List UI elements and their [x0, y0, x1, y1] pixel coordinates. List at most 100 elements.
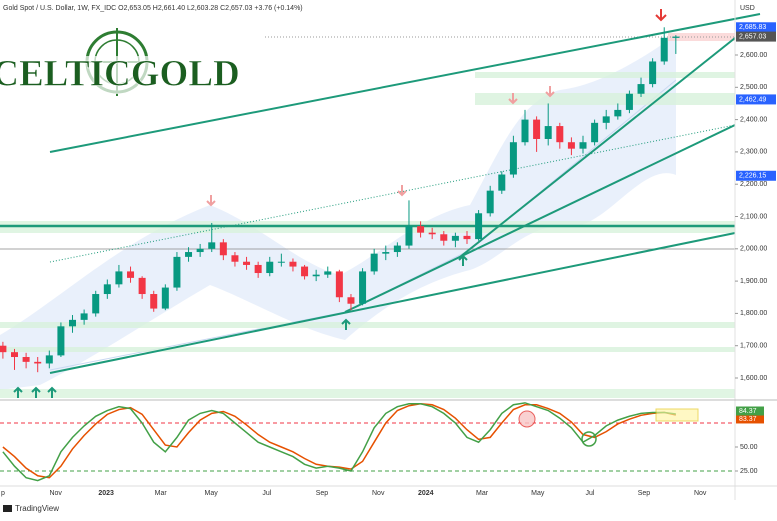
x-tick-label: Nov	[694, 490, 707, 497]
candle-body	[173, 256, 181, 288]
osc-tick-label: 25.00	[740, 468, 758, 475]
candle-body	[254, 264, 262, 274]
candle-body	[45, 355, 53, 364]
y-tick-label: 2,600.00	[740, 52, 767, 59]
candle-body	[521, 119, 529, 143]
header: Gold Spot / U.S. Dollar, 1W, FX_IDC O2,6…	[3, 5, 303, 12]
price-label: 2,462.49	[739, 96, 766, 103]
candle-body	[266, 261, 274, 274]
price-label: 2,226.15	[739, 173, 766, 180]
candle-body	[370, 253, 378, 272]
candle-body	[324, 271, 332, 275]
candle-body	[509, 142, 517, 175]
candle-body	[567, 142, 575, 149]
candle-body	[57, 326, 65, 356]
candle-body	[602, 116, 610, 123]
osc-marker	[518, 410, 536, 428]
footer: TradingView	[3, 504, 59, 513]
candle-body	[335, 271, 343, 298]
x-tick-label: Nov	[372, 490, 385, 497]
candle-body	[591, 122, 599, 143]
candle-body	[463, 235, 471, 240]
price-label: 2,657.03	[739, 33, 766, 40]
candle-body	[475, 213, 483, 240]
candle-body	[34, 361, 42, 364]
candle-body	[115, 271, 123, 285]
candle-body	[161, 287, 169, 309]
x-tick-label: Jul	[585, 490, 594, 497]
osc-line	[2, 402, 676, 482]
y-tick-label: 2,500.00	[740, 84, 767, 91]
arrows	[13, 9, 667, 398]
x-tick-label: Sep	[316, 490, 329, 497]
candle-body	[150, 294, 158, 309]
x-tick-label: 2024	[418, 490, 434, 497]
candle-body	[22, 357, 30, 362]
candle-body	[382, 252, 390, 254]
price-label-box	[736, 170, 776, 181]
candle-body	[625, 93, 633, 110]
candle-body	[637, 84, 645, 94]
candle-body	[544, 126, 552, 139]
candle-body	[80, 313, 88, 320]
candle-body	[486, 190, 494, 214]
x-tick-label: p	[1, 490, 5, 497]
candle-body	[231, 255, 239, 262]
candle-body	[498, 174, 506, 191]
price-label-box	[736, 31, 776, 42]
x-tick-label: Nov	[49, 490, 62, 497]
candle-body	[417, 226, 425, 233]
osc-highlight	[655, 408, 699, 422]
candle-body	[579, 142, 587, 149]
candle-body	[208, 242, 216, 249]
candle-body	[103, 284, 111, 295]
x-tick-label: 2023	[98, 490, 114, 497]
x-tick-label: Mar	[476, 490, 489, 497]
osc-line	[2, 403, 676, 479]
candle-body	[347, 297, 355, 304]
y-tick-label: 1,800.00	[740, 310, 767, 317]
price-label: 2,685.83	[739, 24, 766, 31]
candle-body	[185, 252, 193, 257]
logo: CELTICGOLD	[0, 28, 240, 96]
footer-text: TradingView	[15, 504, 59, 513]
osc-value-label: 83.37	[739, 416, 757, 423]
y-tick-label: 2,000.00	[740, 246, 767, 253]
candle-body	[277, 261, 285, 263]
candle-body	[289, 261, 297, 267]
x-tick-label: Mar	[155, 490, 168, 497]
x-tick-label: May	[205, 490, 219, 497]
candle-body	[243, 261, 251, 265]
candle-body	[451, 235, 459, 241]
y-tick-label: 2,400.00	[740, 116, 767, 123]
osc-value-box	[736, 414, 764, 424]
candle-body	[69, 319, 77, 327]
currency: USD	[740, 5, 755, 12]
osc-tick-label: 50.00	[740, 444, 758, 451]
y-tick-label: 1,700.00	[740, 343, 767, 350]
candle-body	[533, 119, 541, 139]
candle-body	[312, 274, 320, 277]
candle-body	[649, 61, 657, 85]
candle-body	[219, 242, 227, 256]
y-tick-label: 1,600.00	[740, 375, 767, 382]
price-label-box	[736, 94, 776, 105]
candle-body	[440, 234, 448, 241]
osc-value-box	[736, 406, 764, 416]
osc-value-label: 84.37	[739, 408, 757, 415]
x-tick-label: Sep	[638, 490, 651, 497]
candle-body	[301, 266, 309, 277]
y-tick-label: 1,900.00	[740, 278, 767, 285]
envelope	[0, 35, 676, 390]
candle-body	[428, 232, 436, 235]
candle-body	[127, 271, 135, 278]
x-tick-label: May	[531, 490, 545, 497]
candle-body	[614, 109, 622, 117]
y-tick-label: 2,100.00	[740, 213, 767, 220]
candle-body	[672, 36, 680, 38]
candle-body	[0, 345, 7, 353]
osc-marker	[581, 431, 597, 447]
candle-body	[92, 294, 100, 314]
logo-text: CELTICGOLD	[0, 53, 240, 94]
